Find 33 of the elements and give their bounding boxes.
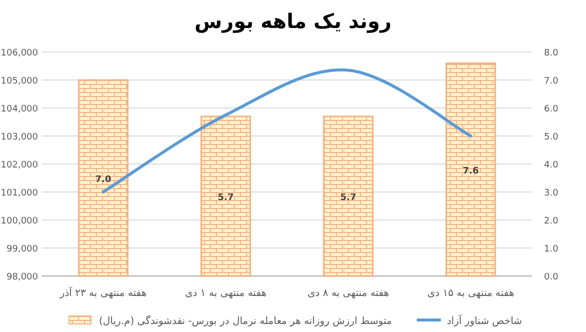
bar: [78, 79, 128, 277]
y2-tick-label: 2.0: [544, 216, 559, 226]
legend-label: متوسط ارزش روزانه هر معامله نرمال در بورس- نقدشوندگی (م.ریال): [99, 315, 392, 327]
x-tick-label: هفته منتهی به ۸ دی: [307, 288, 390, 299]
y-tick-label: 101,000: [0, 188, 38, 198]
data-label: 5.7: [340, 193, 356, 204]
bar: [446, 62, 496, 277]
y2-tick-label: 4.0: [544, 160, 559, 170]
y-tick-label: 98,000: [6, 272, 38, 282]
y2-tick-label: 7.0: [544, 76, 559, 86]
data-label: 5.7: [218, 193, 234, 204]
x-tick-label: هفته منتهی به ۱ دی: [184, 288, 267, 299]
bar: [323, 116, 374, 277]
x-tick-label: هفته منتهی به ۲۳ آذر: [58, 286, 147, 299]
data-label: 7.0: [95, 175, 112, 185]
y-tick-label: 100,000: [0, 216, 38, 226]
y2-tick-label: 5.0: [544, 132, 559, 142]
y-tick-label: 106,000: [0, 48, 38, 58]
x-tick-label: هفته منتهی به ۱۵ دی: [427, 288, 514, 299]
y2-tick-label: 0.0: [544, 272, 559, 282]
y-tick-label: 103,000: [0, 132, 38, 142]
y-tick-label: 105,000: [0, 76, 38, 86]
data-label: 7.6: [462, 166, 479, 177]
y2-tick-label: 6.0: [544, 104, 559, 114]
y-tick-label: 102,000: [0, 160, 38, 170]
y-tick-label: 104,000: [0, 104, 38, 114]
y2-tick-label: 1.0: [544, 244, 559, 254]
legend-label: شاخص شناور آزاد: [446, 314, 522, 327]
y2-tick-label: 3.0: [544, 188, 559, 198]
y-tick-label: 99,000: [6, 244, 38, 254]
y2-tick-label: 8.0: [544, 48, 559, 58]
bar: [200, 116, 251, 277]
chart-title: روند یک ماهه بورس: [194, 9, 392, 33]
